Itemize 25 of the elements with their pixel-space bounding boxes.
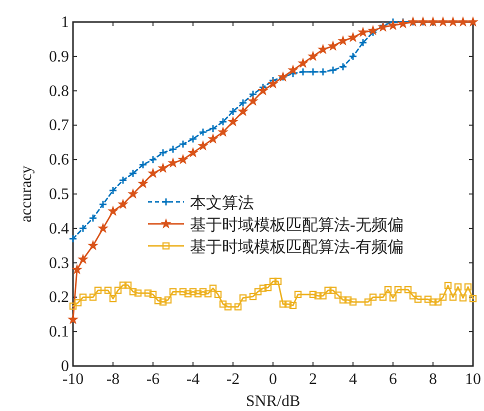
x-tick-label: 8: [429, 371, 437, 388]
y-tick-label: 0.3: [49, 254, 69, 272]
y-tick-label: 1: [61, 14, 69, 31]
x-axis-title: SNR/dB: [246, 393, 300, 410]
x-tick-label: 4: [349, 371, 357, 388]
y-tick-label: 0.5: [49, 186, 69, 203]
x-tick-label: 6: [389, 371, 397, 388]
x-tick-label: -6: [146, 371, 160, 388]
legend-label: 基于时域模板匹配算法-无频偏: [190, 216, 404, 234]
y-tick-label: 0.4: [49, 220, 69, 238]
legend-label: 本文算法: [190, 194, 254, 212]
y-tick-label: 0.2: [49, 289, 69, 306]
x-tick-label: 10: [465, 371, 481, 388]
y-tick-label: 0.9: [49, 48, 69, 66]
legend-label: 基于时域模板匹配算法-有频偏: [190, 238, 404, 256]
y-tick-label: 0.8: [49, 82, 69, 100]
x-tick-label: -8: [106, 371, 120, 388]
y-tick-label: 0.6: [49, 152, 69, 169]
y-tick-label: 0.7: [49, 117, 69, 134]
x-tick-label: -2: [226, 371, 240, 388]
x-tick-label: -4: [186, 371, 200, 388]
x-tick-label: 2: [309, 371, 317, 388]
y-axis-title: accuracy: [18, 166, 35, 222]
y-tick-label: 0.1: [49, 324, 69, 341]
x-tick-label: 0: [269, 371, 277, 388]
